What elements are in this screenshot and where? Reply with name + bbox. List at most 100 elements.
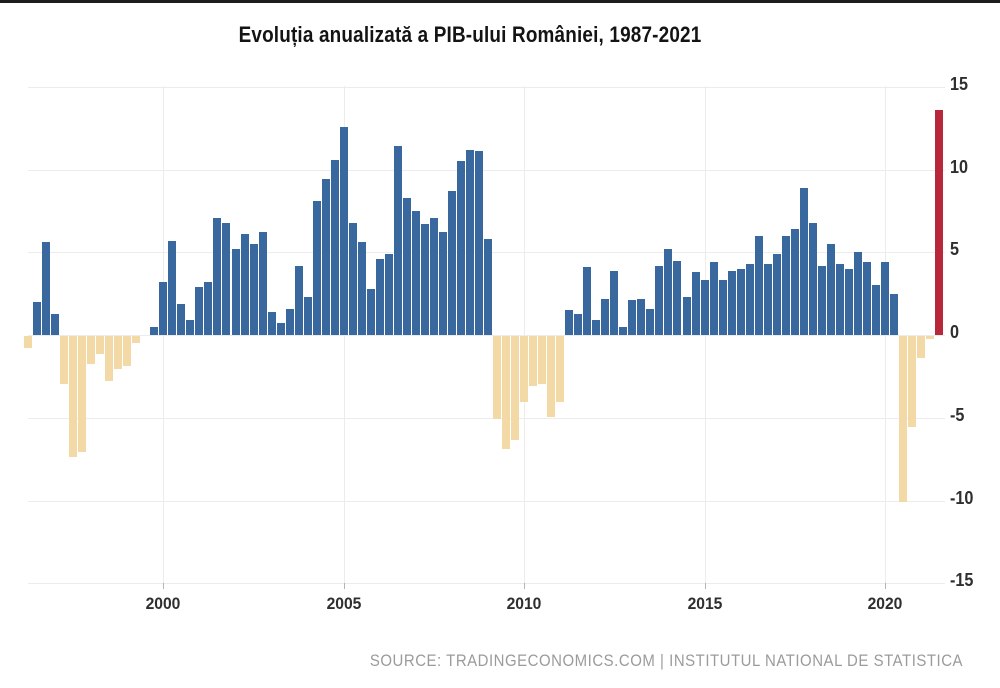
bar-positive xyxy=(646,308,655,335)
bar-positive xyxy=(267,311,276,335)
bar-positive xyxy=(330,159,339,335)
y-axis-label: -5 xyxy=(950,404,965,425)
bar-positive xyxy=(285,308,294,335)
bar-positive xyxy=(673,260,682,335)
bar-negative xyxy=(898,336,907,502)
bar-positive xyxy=(411,210,420,335)
bar-positive xyxy=(736,268,745,335)
bar-positive xyxy=(664,248,673,335)
bar-negative xyxy=(69,336,78,457)
bar-positive xyxy=(889,293,898,335)
bar-positive xyxy=(466,149,474,335)
bar-positive xyxy=(240,234,249,335)
chart-title: Evoluția anualizată a PIB-ului României,… xyxy=(238,22,702,47)
bar-positive xyxy=(447,191,456,335)
bar-positive xyxy=(844,268,853,335)
bar-negative xyxy=(538,336,547,384)
bar-positive xyxy=(610,270,619,335)
bar-positive xyxy=(862,262,871,335)
bar-positive xyxy=(312,200,321,335)
bar-positive xyxy=(754,235,763,335)
bar-positive xyxy=(249,244,258,335)
bar-negative xyxy=(556,336,565,403)
bar-negative xyxy=(87,336,96,365)
bar-positive xyxy=(574,313,583,335)
source-attribution: SOURCE: TRADINGECONOMICS.COM | INSTITUTU… xyxy=(369,651,963,670)
bar-positive xyxy=(303,296,312,335)
bar-positive xyxy=(871,285,880,336)
bar-positive xyxy=(177,303,186,335)
bar-positive xyxy=(339,126,348,335)
bar-positive xyxy=(826,244,835,335)
bar-positive xyxy=(258,232,267,335)
bar-negative xyxy=(917,336,925,358)
bar-positive xyxy=(438,232,447,335)
bar-negative xyxy=(547,336,556,418)
bar-positive xyxy=(186,320,195,335)
top-edge-line xyxy=(0,0,1000,3)
bar-negative xyxy=(24,336,32,348)
bar-positive xyxy=(204,282,213,335)
y-axis-label: 0 xyxy=(950,322,960,342)
bar-negative xyxy=(529,336,538,386)
bar-positive xyxy=(159,282,168,335)
bar-negative xyxy=(926,336,934,340)
bar-positive xyxy=(808,222,817,335)
bar-positive xyxy=(781,235,790,335)
bar-positive xyxy=(583,267,592,335)
bar-positive xyxy=(457,161,465,335)
bar-positive xyxy=(637,298,646,335)
horizontal-gridline xyxy=(28,335,945,336)
bar-positive xyxy=(655,265,664,335)
y-axis-label: -10 xyxy=(950,487,974,508)
x-axis-tick xyxy=(884,583,886,589)
bar-positive xyxy=(294,265,303,335)
x-axis-label: 2000 xyxy=(145,594,181,613)
bar-positive xyxy=(601,298,610,335)
horizontal-gridline xyxy=(28,500,945,502)
horizontal-gridline xyxy=(28,583,945,585)
bar-positive xyxy=(420,224,429,335)
bar-negative xyxy=(114,336,123,370)
bar-positive xyxy=(195,287,204,335)
bar-positive xyxy=(33,301,41,335)
bar-positive xyxy=(484,239,492,335)
bar-positive xyxy=(682,296,691,335)
bar-negative xyxy=(105,336,114,381)
x-axis-label: 2010 xyxy=(506,594,542,613)
bar-negative xyxy=(502,336,511,449)
bar-positive xyxy=(150,326,159,335)
bar-positive xyxy=(429,217,438,335)
bar-positive xyxy=(763,263,772,335)
x-axis-label: 2005 xyxy=(326,594,362,613)
bar-positive xyxy=(276,323,285,335)
bar-positive xyxy=(475,151,483,335)
bar-negative xyxy=(60,336,69,384)
y-axis-label: 10 xyxy=(950,156,969,177)
y-axis-label: 5 xyxy=(950,239,960,260)
bar-positive xyxy=(366,288,375,335)
bar-positive xyxy=(799,187,808,335)
x-axis-tick xyxy=(704,583,706,589)
bar-positive xyxy=(42,242,50,335)
bar-positive xyxy=(745,263,754,335)
bar-negative xyxy=(908,336,916,427)
bar-positive xyxy=(718,280,727,335)
x-axis-tick xyxy=(163,583,165,589)
bar-highlight-latest xyxy=(935,109,943,335)
bar-positive xyxy=(709,262,718,335)
bar-positive xyxy=(402,197,411,335)
bar-positive xyxy=(348,222,357,335)
bar-positive xyxy=(835,263,844,335)
bar-positive xyxy=(880,262,889,335)
bar-positive xyxy=(772,253,781,335)
bar-negative xyxy=(96,336,105,355)
bar-positive xyxy=(393,146,402,335)
bar-positive xyxy=(168,240,177,335)
horizontal-gridline xyxy=(28,169,945,171)
bar-positive xyxy=(231,248,240,335)
x-axis-tick xyxy=(524,583,526,589)
bar-positive xyxy=(691,272,700,335)
horizontal-gridline xyxy=(28,86,945,88)
